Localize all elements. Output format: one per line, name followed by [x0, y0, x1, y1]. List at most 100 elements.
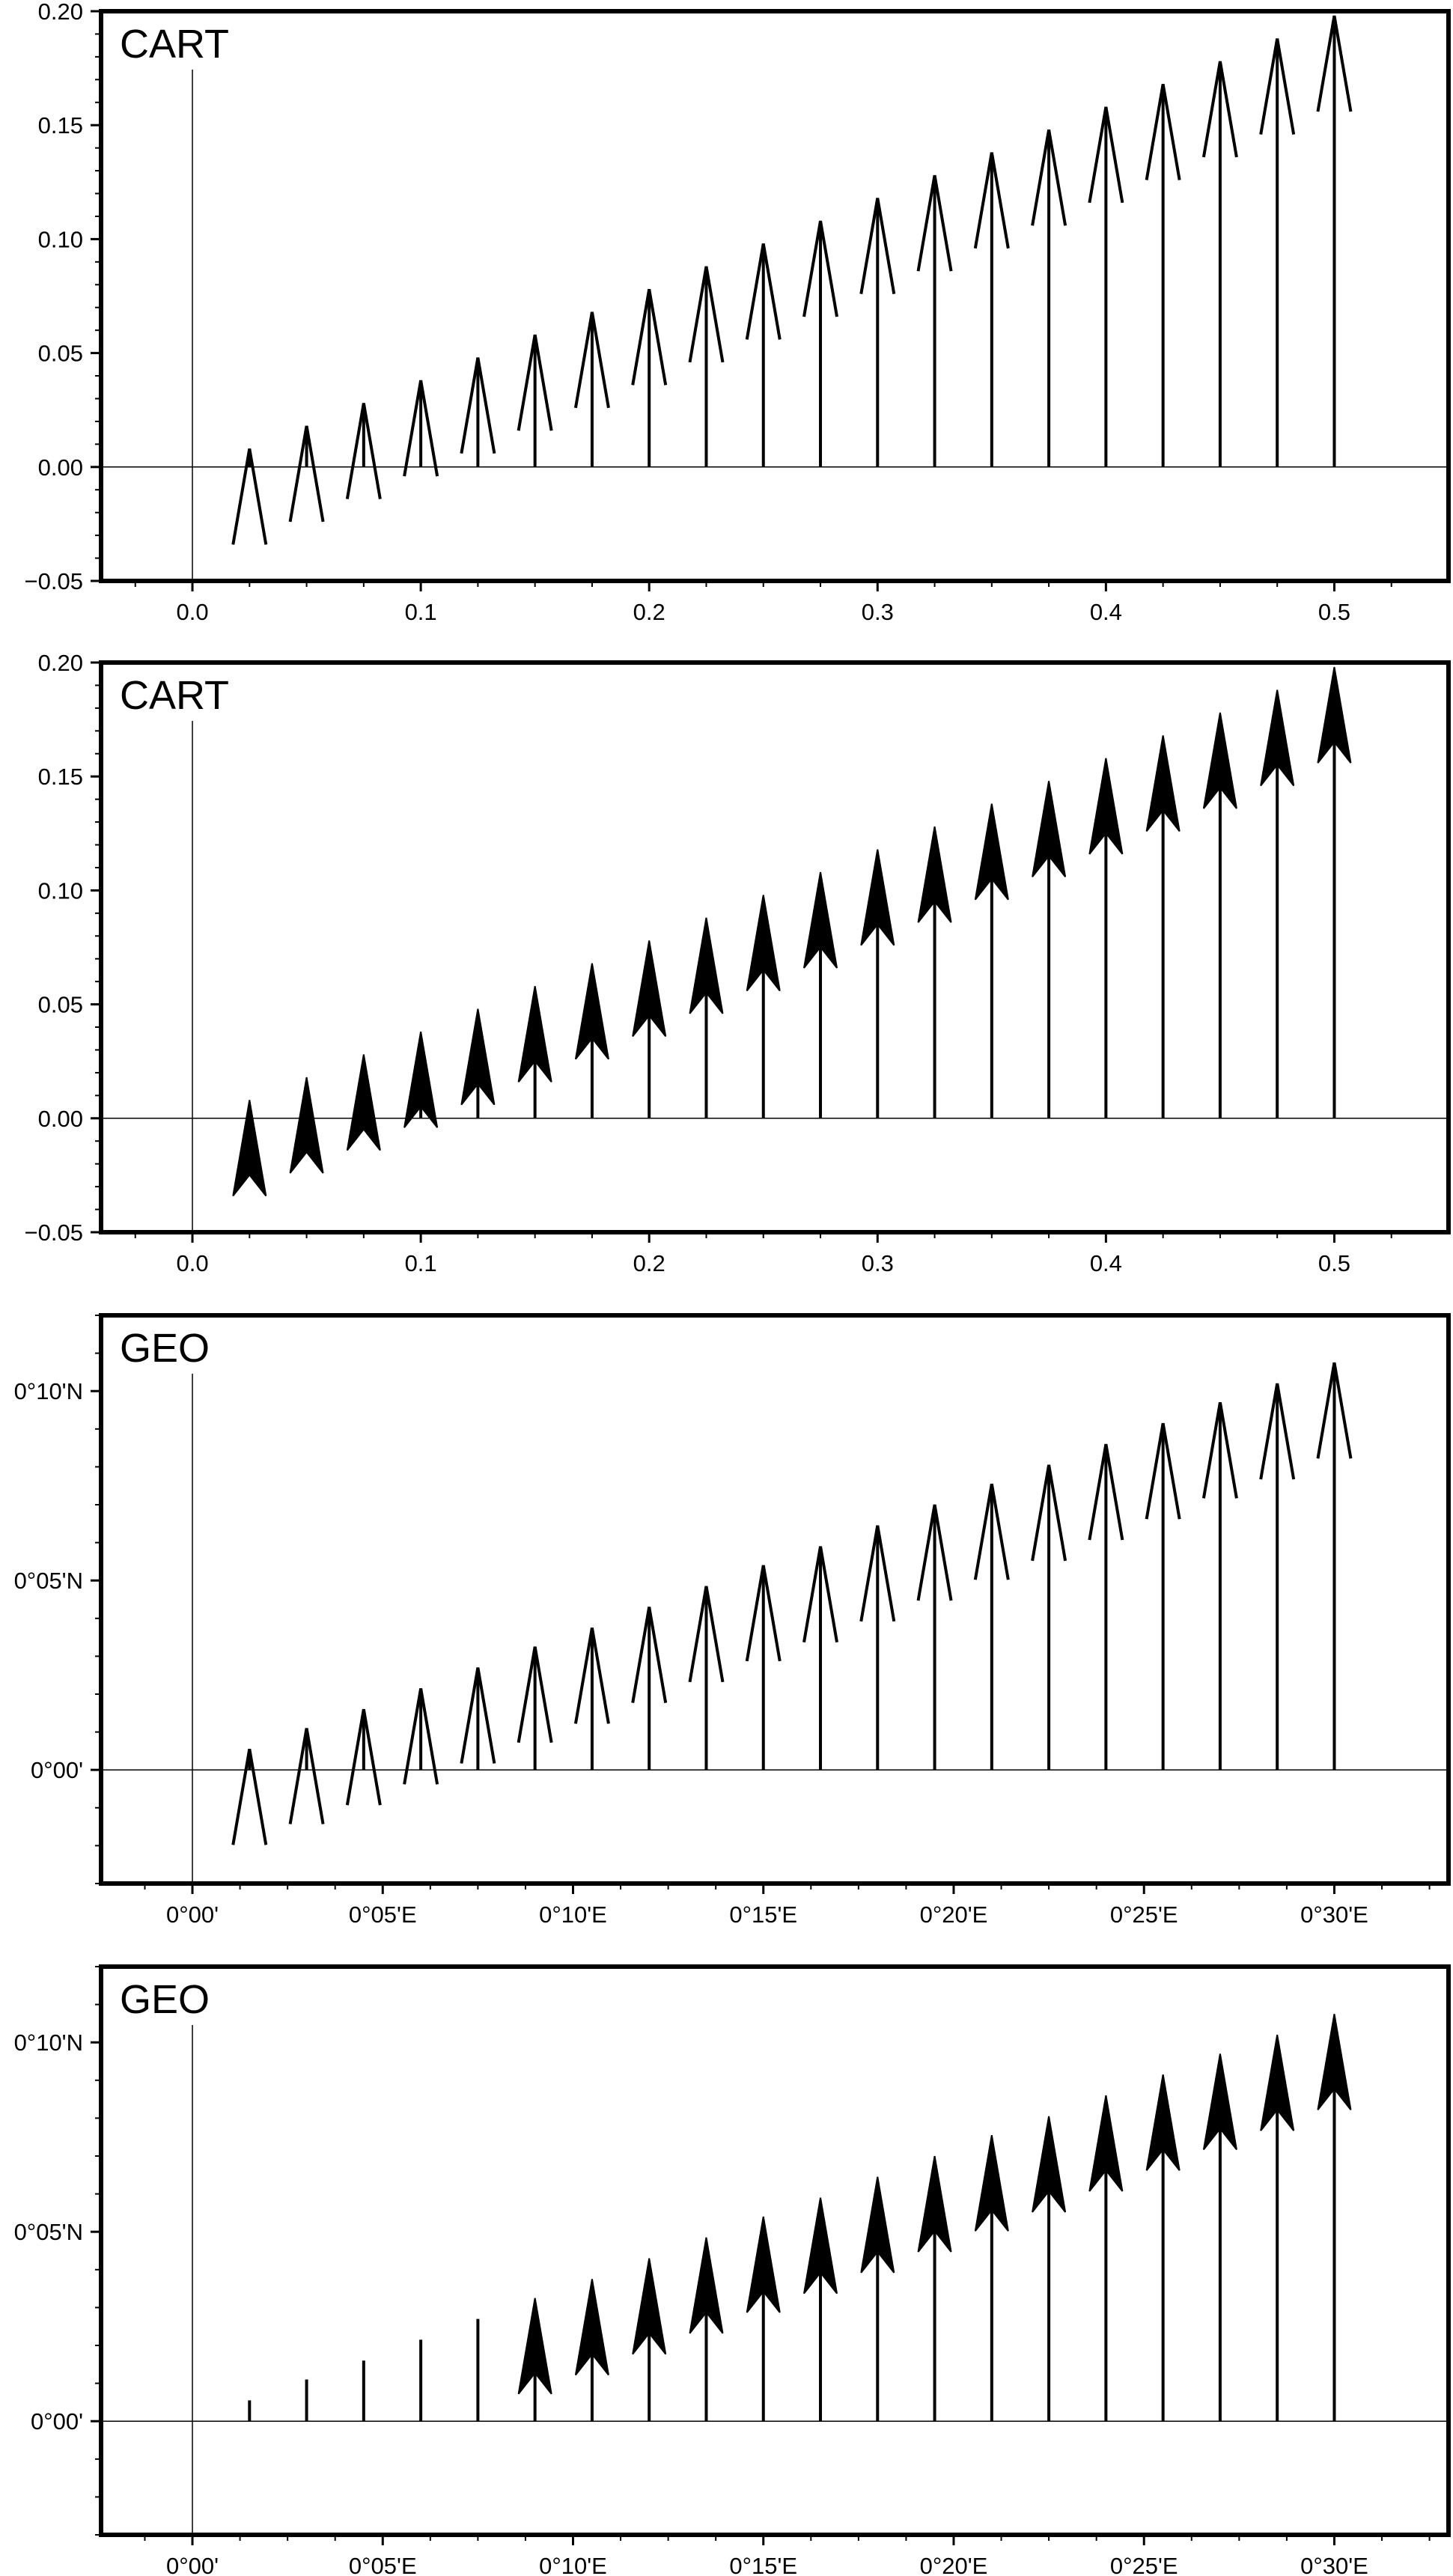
panel-1: −0.05 0.00 0.05 0.10 0.15 0.20 0.0 0.1 0.2 0.3 0.4…: [25, 0, 1451, 625]
vector-head: [1088, 1443, 1124, 1541]
vector-arrow: [345, 403, 382, 499]
vector-arrow: [803, 2197, 838, 2422]
vector-arrow: [1088, 1443, 1124, 1770]
vector-arrow: [403, 380, 439, 477]
vector-head: [232, 1100, 267, 1197]
y-tick-label: 0.20: [38, 0, 83, 25]
x-tick-label: 0.0: [176, 1250, 208, 1276]
vector-arrow: [288, 425, 325, 523]
vector-head: [631, 1607, 668, 1703]
vector-head: [1088, 106, 1124, 204]
vector-arrow: [1260, 2034, 1295, 2422]
vector-arrow: [517, 1646, 553, 1770]
vector-arrow: [916, 174, 953, 467]
vector-head: [859, 198, 896, 294]
vector-head: [746, 2216, 781, 2313]
vector-head: [345, 403, 382, 499]
vector-head: [917, 2155, 952, 2253]
y-tick-label: 0.10: [38, 877, 83, 904]
vector-arrow: [1316, 15, 1353, 467]
vector-head: [403, 1688, 439, 1785]
y-tick-label: 0°05'N: [14, 2219, 83, 2245]
y-tick-label: 0.15: [38, 764, 83, 790]
vector-head: [1259, 1383, 1296, 1480]
vector-arrow: [403, 1031, 439, 1128]
vector-arrow: [460, 1008, 496, 1118]
vector-arrow: [1201, 61, 1238, 467]
vector-arrow: [917, 826, 952, 1118]
vector-arrow: [859, 198, 896, 467]
y-tick-label: 0.05: [38, 341, 83, 367]
vector-head: [460, 1008, 496, 1106]
x-tick-label: 0°10'E: [539, 2553, 607, 2576]
vector-head: [688, 1586, 725, 1683]
vector-arrow: [403, 1688, 439, 1785]
vector-head: [574, 963, 609, 1060]
x-tick-label: 0.5: [1318, 599, 1350, 625]
vector-arrow: [460, 1667, 496, 1770]
vector-head: [1201, 61, 1238, 158]
y-tick-label: 0°00': [31, 1757, 83, 1783]
vector-arrow: [1031, 129, 1067, 467]
vector-arrow: [517, 334, 553, 467]
vector-arrow: [974, 2135, 1009, 2422]
vector-arrow: [573, 311, 610, 467]
x-tick-label: 0°25'E: [1110, 2553, 1178, 2576]
y-tick-label: 0°10'N: [14, 1378, 83, 1404]
vector-arrow: [1317, 666, 1352, 1118]
vector-head: [231, 1749, 268, 1845]
plot-frame: [99, 9, 1451, 583]
y-tick-label: 0.20: [38, 650, 83, 676]
vector-arrow: [632, 940, 667, 1118]
vector-head: [288, 1728, 325, 1824]
vector-arrow: [231, 448, 268, 545]
vector-head: [859, 1525, 896, 1622]
vector-arrow: [1088, 758, 1124, 1118]
x-tick-label: 0°00': [166, 2553, 219, 2576]
vector-head: [231, 448, 268, 545]
vector-arrow: [688, 266, 725, 467]
vector-head: [1202, 712, 1237, 809]
x-tick-label: 0°00': [166, 1901, 219, 1928]
panel-title: GEO: [120, 1326, 210, 1371]
y-tick-label: 0.00: [38, 1106, 83, 1132]
vector-head: [1032, 2116, 1067, 2213]
vector-arrow: [973, 1483, 1010, 1770]
vector-arrow: [1145, 735, 1181, 1118]
vector-head: [1031, 129, 1067, 226]
vector-arrow: [916, 1504, 953, 1770]
panel-3: 0°00' 0°05'N 0°10'N 0°00' 0°05'E 0°10'E 0°15'E…: [14, 1313, 1451, 1928]
vector-head: [1202, 2053, 1237, 2150]
vector-head: [974, 2135, 1009, 2232]
vector-head: [1317, 666, 1352, 764]
vector-head: [517, 2298, 552, 2395]
y-tick-label: 0°00': [31, 2408, 83, 2435]
y-tick-label: 0.00: [38, 454, 83, 481]
x-tick-label: 0°10'E: [539, 1901, 607, 1928]
y-tick-label: −0.05: [25, 1220, 83, 1246]
y-tick-label: 0°05'N: [14, 1568, 83, 1594]
vector-head: [689, 2237, 724, 2334]
vector-arrow: [688, 1586, 725, 1770]
vector-head: [632, 940, 667, 1037]
x-tick-label: 0°05'E: [349, 2553, 417, 2576]
x-tick-label: 0.5: [1318, 1250, 1350, 1276]
vector-head: [517, 334, 553, 431]
vector-head: [403, 1031, 439, 1128]
vector-head: [803, 2197, 838, 2295]
x-tick-label: 0.2: [633, 599, 665, 625]
vector-head: [802, 220, 838, 317]
vector-arrow: [1088, 2095, 1124, 2422]
vector-arrow: [1088, 106, 1124, 467]
y-tick-label: 0.05: [38, 992, 83, 1018]
x-tick-label: 0°20'E: [920, 2553, 988, 2576]
vector-head: [916, 174, 953, 272]
vector-arrow: [288, 1728, 325, 1824]
panel-4: 0°00' 0°05'N 0°10'N 0°00' 0°05'E 0°10'E 0°15'E…: [14, 1964, 1451, 2576]
vector-arrow: [231, 1749, 268, 1845]
vector-arrow: [1259, 38, 1296, 467]
vector-arrow: [803, 871, 838, 1118]
vector-head: [517, 1646, 553, 1744]
vector-arrow: [859, 1525, 896, 1770]
